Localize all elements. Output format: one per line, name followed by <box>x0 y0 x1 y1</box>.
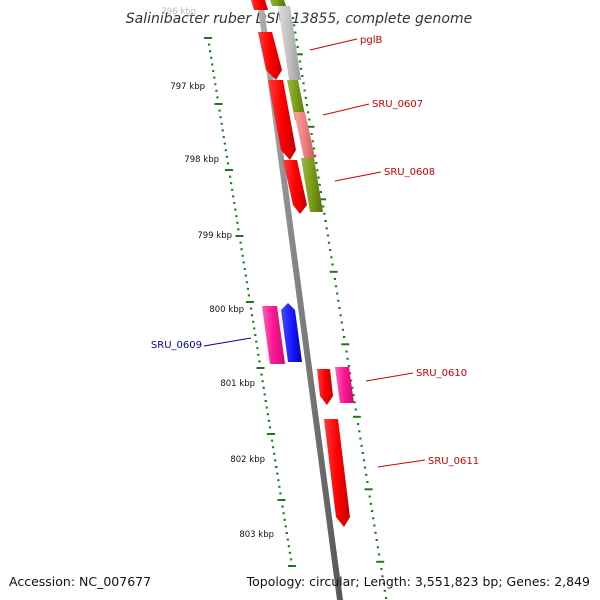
callout-line <box>365 372 414 382</box>
gene-label-sru-0608: SRU_0608 <box>384 167 435 178</box>
gene-arrow <box>317 369 333 405</box>
map-title: Salinibacter ruber DSM 13855, complete g… <box>126 11 472 27</box>
tick-label: 803 kbp <box>239 530 274 540</box>
gene-arrow <box>294 112 315 158</box>
gene-arrow <box>262 306 285 364</box>
gene-arrow <box>335 367 354 403</box>
tick-label: 797 kbp <box>170 82 205 92</box>
gene-features <box>251 0 354 527</box>
callout-line <box>203 337 252 347</box>
gene-arrow <box>278 6 301 80</box>
genome-backbone <box>257 0 343 600</box>
gene-arrow <box>281 303 302 362</box>
tick-label: 799 kbp <box>197 231 232 241</box>
gene-arrow <box>283 160 307 214</box>
accession-text: Accession: NC_007677 <box>9 574 151 589</box>
gene-callouts: pglB SRU_0607 SRU_0608 SRU_0609 SRU_0610… <box>151 35 479 468</box>
gene-arrow <box>301 158 323 212</box>
callout-line <box>334 171 382 182</box>
tick-label: 801 kbp <box>220 379 255 389</box>
callout-line <box>377 459 426 468</box>
gene-arrow <box>324 419 350 527</box>
tick-label: 796 kbp <box>161 7 196 17</box>
gene-label-sru-0611: SRU_0611 <box>428 456 479 467</box>
gene-label-sru-0607: SRU_0607 <box>372 99 423 110</box>
gene-arrow <box>270 0 286 6</box>
genome-summary-text: Topology: circular; Length: 3,551,823 bp… <box>246 574 590 589</box>
gene-label-pglb: pglB <box>360 35 382 46</box>
gene-arrow <box>268 80 296 160</box>
tick-label: 802 kbp <box>230 455 265 465</box>
tick-ring-outer <box>291 17 388 599</box>
callout-line <box>309 38 358 51</box>
callout-line <box>322 103 370 116</box>
gene-arrow <box>287 80 306 120</box>
tick-label: 798 kbp <box>184 155 219 165</box>
tick-labels: 796 kbp 797 kbp 798 kbp 799 kbp 800 kbp … <box>161 7 274 540</box>
gene-arrow <box>251 0 268 10</box>
tick-ring-inner <box>204 37 296 567</box>
gene-label-sru-0609: SRU_0609 <box>151 340 202 351</box>
tick-label: 800 kbp <box>209 305 244 315</box>
gene-arrow <box>258 32 282 80</box>
gene-label-sru-0610: SRU_0610 <box>416 368 467 379</box>
